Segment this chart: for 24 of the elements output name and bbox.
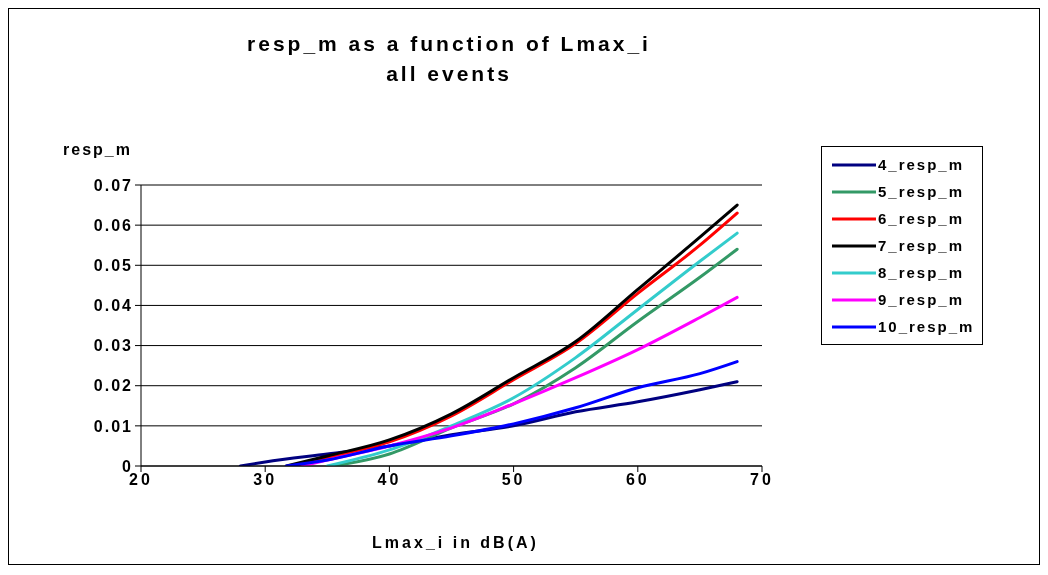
- y-axis-title: resp_m: [63, 141, 132, 159]
- y-tick-label: 0.03: [93, 337, 133, 355]
- x-tick-label: 40: [377, 471, 402, 489]
- line-series: [284, 360, 739, 466]
- x-tick-label: 30: [253, 471, 278, 489]
- legend-label: 9_resp_m: [878, 291, 965, 308]
- chart-title: resp_m as a function of Lmax_i all events: [246, 31, 652, 87]
- legend-label: 4_resp_m: [878, 156, 965, 173]
- y-tick-label: 0.04: [93, 297, 133, 315]
- legend-label: 8_resp_m: [878, 264, 965, 281]
- y-tick-label: 0.02: [93, 377, 133, 395]
- x-axis-title: Lmax_i in dB(A): [371, 534, 540, 552]
- x-tick-label: 70: [750, 471, 774, 489]
- x-tick-label: 50: [501, 471, 526, 489]
- y-tick-label: 0.05: [93, 256, 133, 274]
- legend-label: 7_resp_m: [878, 237, 965, 254]
- x-tick-label: 20: [129, 471, 153, 489]
- y-tick-label: 0.01: [93, 417, 133, 435]
- legend-label: 6_resp_m: [878, 210, 965, 227]
- x-tick-label: 60: [625, 471, 650, 489]
- legend-label: 5_resp_m: [878, 183, 965, 200]
- y-tick-label: 0.06: [93, 216, 133, 234]
- y-tick-label: 0.07: [93, 176, 133, 194]
- legend-label: 10_resp_m: [878, 318, 975, 335]
